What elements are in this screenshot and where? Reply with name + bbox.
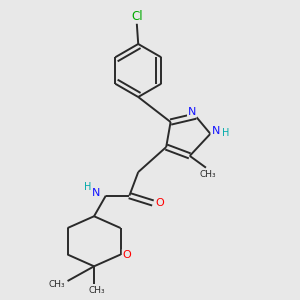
Text: N: N bbox=[92, 188, 100, 198]
Text: CH₃: CH₃ bbox=[200, 169, 217, 178]
Text: N: N bbox=[212, 126, 220, 136]
Text: H: H bbox=[222, 128, 230, 138]
Text: CH₃: CH₃ bbox=[48, 280, 65, 289]
Text: Cl: Cl bbox=[131, 10, 142, 23]
Text: CH₃: CH₃ bbox=[89, 286, 105, 295]
Text: N: N bbox=[188, 107, 196, 117]
Text: O: O bbox=[155, 198, 164, 208]
Text: O: O bbox=[123, 250, 131, 260]
Text: H: H bbox=[84, 182, 91, 192]
